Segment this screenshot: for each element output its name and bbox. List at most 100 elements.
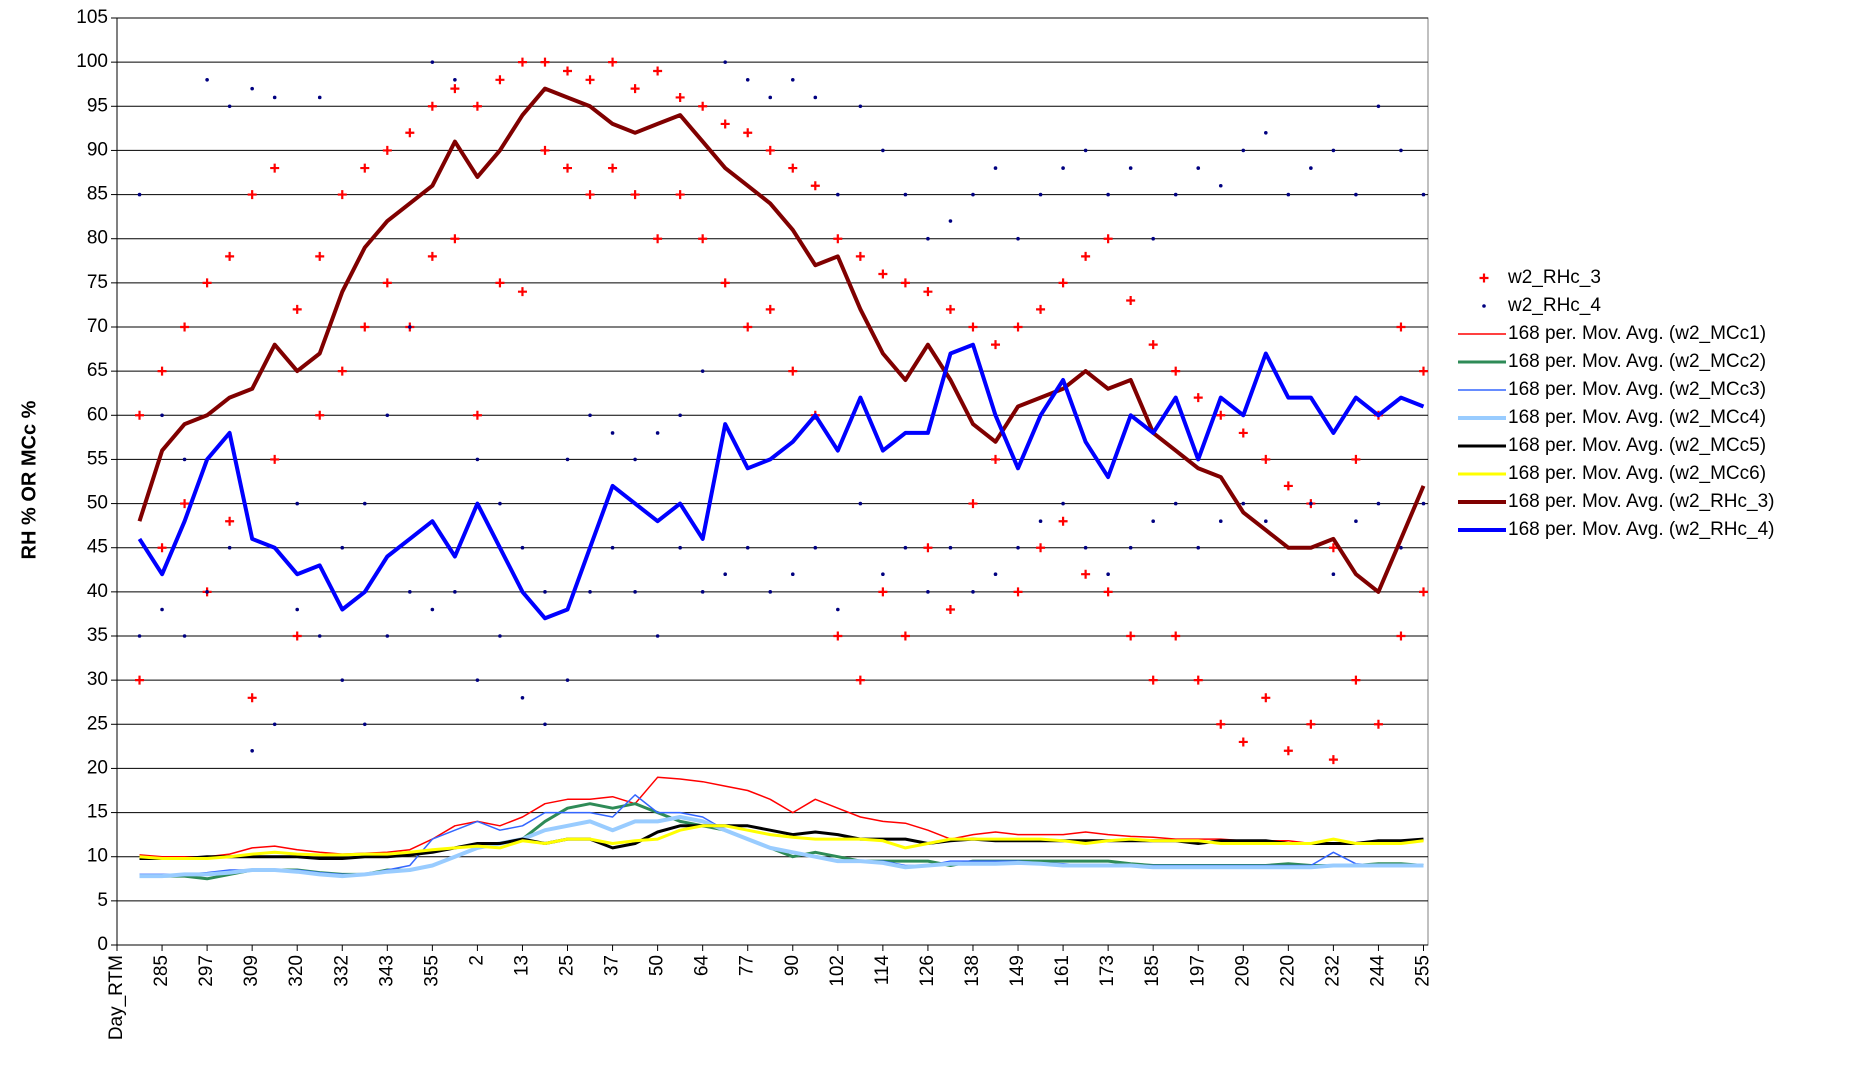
x-tick-label: 297 bbox=[196, 955, 217, 987]
scatter-point bbox=[1038, 519, 1043, 524]
scatter-point bbox=[292, 304, 302, 314]
x-tick-label: 37 bbox=[602, 955, 623, 976]
scatter-point bbox=[1151, 236, 1155, 241]
x-tick-label: 232 bbox=[1322, 955, 1343, 987]
y-tick-label: 30 bbox=[87, 669, 108, 690]
scatter-point bbox=[337, 366, 347, 376]
scatter-point bbox=[1083, 148, 1088, 153]
scatter-point bbox=[1306, 719, 1316, 729]
x-tick-label: 2 bbox=[466, 955, 487, 966]
scatter-point bbox=[900, 631, 910, 641]
scatter-point bbox=[878, 269, 888, 279]
scatter-point bbox=[453, 590, 457, 594]
scatter-point bbox=[903, 192, 908, 197]
y-tick-label: 80 bbox=[87, 228, 108, 249]
x-tick-label: 149 bbox=[1007, 955, 1028, 987]
scatter-point bbox=[475, 678, 480, 682]
scatter-point bbox=[563, 66, 573, 76]
scatter-point bbox=[1013, 587, 1023, 597]
x-tick-label: 25 bbox=[557, 955, 578, 976]
scatter-point bbox=[205, 590, 209, 594]
x-tick-label: 244 bbox=[1367, 955, 1388, 987]
scatter-point bbox=[945, 304, 955, 314]
x-tick-label: 285 bbox=[151, 955, 172, 987]
scatter-point bbox=[698, 234, 708, 244]
scatter-point bbox=[698, 101, 708, 111]
scatter-point bbox=[588, 413, 592, 418]
scatter-point bbox=[362, 722, 367, 727]
legend-label: w2_RHc_3 bbox=[1507, 267, 1601, 288]
scatter-point bbox=[630, 190, 640, 200]
scatter-point bbox=[1479, 273, 1489, 283]
scatter-point bbox=[855, 675, 865, 685]
scatter-point bbox=[968, 322, 978, 332]
scatter-point bbox=[1083, 545, 1088, 550]
scatter-point bbox=[745, 545, 750, 550]
scatter-point bbox=[270, 163, 280, 173]
scatter-point bbox=[1058, 516, 1068, 526]
scatter-point bbox=[1148, 340, 1158, 350]
scatter-point bbox=[495, 278, 505, 288]
scatter-point bbox=[540, 145, 550, 155]
scatter-point bbox=[1309, 501, 1313, 506]
scatter-point bbox=[565, 678, 570, 682]
scatter-point bbox=[295, 501, 300, 506]
scatter-point bbox=[1351, 454, 1361, 464]
scatter-point bbox=[360, 163, 370, 173]
scatter-point bbox=[743, 322, 753, 332]
x-tick-label: 320 bbox=[286, 955, 307, 987]
scatter-point bbox=[903, 545, 908, 550]
scatter-point bbox=[1148, 675, 1158, 685]
scatter-point bbox=[788, 163, 798, 173]
scatter-point bbox=[160, 607, 164, 612]
scatter-point bbox=[630, 84, 640, 94]
scatter-point bbox=[498, 501, 502, 506]
scatter-point bbox=[1331, 148, 1336, 153]
scatter-point bbox=[517, 57, 527, 67]
scatter-point bbox=[563, 163, 573, 173]
scatter-point bbox=[653, 66, 663, 76]
scatter-point bbox=[768, 95, 773, 100]
scatter-point bbox=[182, 634, 187, 638]
scatter-point bbox=[1418, 587, 1428, 597]
scatter-point bbox=[157, 543, 167, 553]
scatter-point bbox=[948, 219, 953, 223]
scatter-point bbox=[968, 499, 978, 509]
scatter-point bbox=[225, 516, 235, 526]
scatter-point bbox=[1126, 296, 1136, 306]
y-tick-label: 0 bbox=[97, 934, 108, 955]
y-tick-label: 45 bbox=[87, 537, 108, 558]
scatter-point bbox=[675, 190, 685, 200]
scatter-point bbox=[1196, 166, 1201, 170]
scatter-point bbox=[1238, 428, 1248, 438]
y-tick-label: 75 bbox=[87, 272, 108, 293]
scatter-point bbox=[1241, 148, 1246, 153]
scatter-point bbox=[135, 675, 145, 685]
scatter-point bbox=[382, 145, 392, 155]
scatter-point bbox=[270, 454, 280, 464]
scatter-point bbox=[655, 431, 660, 435]
scatter-point bbox=[1128, 545, 1133, 550]
scatter-point bbox=[1328, 755, 1338, 765]
scatter-point bbox=[991, 340, 1001, 350]
scatter-point bbox=[1354, 192, 1358, 197]
scatter-point bbox=[1061, 501, 1065, 506]
x-tick-label: Day_RTM bbox=[106, 955, 127, 1040]
scatter-point bbox=[135, 410, 145, 420]
x-tick-label: 255 bbox=[1413, 955, 1434, 987]
scatter-point bbox=[836, 192, 840, 197]
scatter-point bbox=[292, 631, 302, 641]
scatter-point bbox=[272, 95, 277, 100]
scatter-point bbox=[1106, 192, 1110, 197]
scatter-point bbox=[475, 457, 480, 462]
x-tick-label: 185 bbox=[1142, 955, 1163, 987]
legend-label: 168 per. Mov. Avg. (w2_MCc4) bbox=[1508, 407, 1766, 428]
y-tick-label: 25 bbox=[87, 713, 108, 734]
y-tick-label: 5 bbox=[97, 890, 108, 911]
scatter-point bbox=[520, 545, 525, 550]
scatter-point bbox=[633, 457, 637, 462]
scatter-point bbox=[585, 75, 595, 85]
scatter-point bbox=[1193, 393, 1203, 403]
series-line bbox=[137, 86, 1426, 594]
scatter-point bbox=[723, 572, 727, 576]
